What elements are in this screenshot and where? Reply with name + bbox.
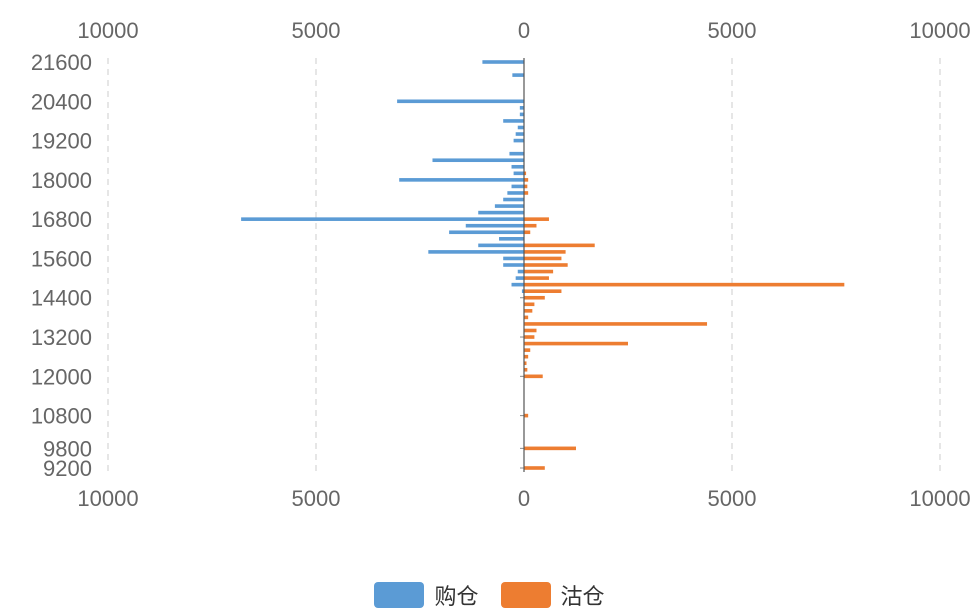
bars: [241, 60, 845, 470]
legend-swatch-sell: [500, 582, 551, 608]
bar-buy[interactable]: [519, 112, 524, 117]
x-tick-label-bottom: 10000: [77, 486, 138, 511]
x-tick-label-bottom: 5000: [708, 486, 757, 511]
x-tick-label-bottom: 10000: [909, 486, 970, 511]
y-tick-label: 20400: [31, 89, 92, 114]
x-tick-label-bottom: 5000: [292, 486, 341, 511]
bar-sell[interactable]: [524, 322, 708, 326]
bar-buy[interactable]: [399, 178, 524, 182]
bar-buy[interactable]: [515, 276, 524, 280]
legend-item-buy[interactable]: 购仓: [374, 579, 479, 611]
bar-sell[interactable]: [524, 250, 566, 254]
bar-buy[interactable]: [241, 217, 524, 221]
bar-sell[interactable]: [524, 335, 535, 339]
bar-buy[interactable]: [503, 263, 524, 267]
bar-buy[interactable]: [503, 119, 524, 123]
bar-chart: 10000 5000 0 5000 10000 10000 5000 0 5000 10000 …: [31, 18, 971, 511]
bar-buy[interactable]: [511, 164, 524, 169]
y-tick-label: 14400: [31, 286, 92, 311]
x-tick-label-top: 0: [518, 18, 530, 43]
bar-sell[interactable]: [524, 191, 529, 195]
bar-buy[interactable]: [513, 138, 524, 143]
bar-buy[interactable]: [513, 171, 524, 176]
bar-sell[interactable]: [524, 367, 528, 372]
bar-sell[interactable]: [524, 256, 562, 261]
legend-label-sell: 沽仓: [560, 585, 605, 610]
bar-sell[interactable]: [524, 328, 537, 333]
bar-sell[interactable]: [524, 282, 845, 287]
bar-buy[interactable]: [519, 106, 524, 110]
bar-buy[interactable]: [503, 197, 524, 202]
y-tick-label: 9200: [43, 456, 92, 481]
x-tick-label-top: 10000: [77, 18, 138, 43]
y-tick-label: 15600: [31, 246, 92, 271]
x-tick-label-top: 10000: [909, 18, 970, 43]
bar-sell[interactable]: [524, 341, 628, 346]
bar-sell[interactable]: [524, 374, 543, 379]
bar-sell[interactable]: [524, 315, 529, 320]
bar-sell[interactable]: [524, 289, 562, 293]
bar-buy[interactable]: [517, 125, 524, 130]
bar-buy[interactable]: [397, 99, 524, 104]
bar-sell[interactable]: [524, 446, 576, 451]
bar-sell[interactable]: [524, 276, 549, 280]
bar-sell[interactable]: [524, 354, 529, 359]
bar-sell[interactable]: [524, 263, 568, 267]
bar-sell[interactable]: [524, 223, 537, 228]
bottom-x-axis: 10000 5000 0 5000 10000: [77, 486, 970, 511]
bar-sell[interactable]: [524, 243, 595, 248]
bar-sell[interactable]: [524, 413, 529, 418]
bar-buy[interactable]: [509, 151, 524, 156]
y-tick-label: 16800: [31, 207, 92, 232]
bar-sell[interactable]: [524, 217, 549, 221]
bar-buy[interactable]: [478, 210, 524, 215]
bar-buy[interactable]: [428, 250, 524, 254]
bar-buy[interactable]: [507, 191, 524, 195]
y-tick-label: 9800: [43, 436, 92, 461]
grid-lines: [107, 58, 941, 472]
bar-buy[interactable]: [432, 158, 524, 163]
bar-sell[interactable]: [524, 361, 527, 366]
bar-buy[interactable]: [478, 243, 524, 248]
x-tick-label-bottom: 0: [518, 486, 530, 511]
y-axis: 21600 20400 19200 18000 16800 15600 14400 13200…: [31, 50, 524, 481]
top-x-axis: 10000 5000 0 5000 10000: [77, 18, 970, 43]
y-tick-label: 21600: [31, 50, 92, 75]
bar-buy[interactable]: [494, 204, 524, 208]
bar-buy[interactable]: [465, 223, 524, 228]
y-tick-label: 10800: [31, 404, 92, 429]
y-tick-label: 18000: [31, 168, 92, 193]
bar-buy[interactable]: [521, 289, 524, 293]
legend-item-sell[interactable]: 沽仓: [500, 579, 605, 611]
bar-buy[interactable]: [499, 237, 524, 241]
x-tick-label-top: 5000: [708, 18, 757, 43]
bar-sell[interactable]: [524, 295, 545, 300]
bar-sell[interactable]: [524, 348, 531, 352]
legend: 购仓 沽仓: [0, 580, 979, 610]
bar-buy[interactable]: [511, 184, 524, 189]
legend-label-buy: 购仓: [434, 585, 479, 610]
bar-buy[interactable]: [515, 132, 524, 136]
x-tick-label-top: 5000: [292, 18, 341, 43]
bar-buy[interactable]: [449, 230, 524, 235]
bar-sell[interactable]: [524, 178, 529, 182]
bar-sell[interactable]: [524, 302, 535, 307]
bar-sell[interactable]: [524, 230, 531, 235]
bar-sell[interactable]: [524, 269, 554, 274]
bar-sell[interactable]: [524, 184, 528, 189]
bar-sell[interactable]: [524, 466, 545, 470]
bar-buy[interactable]: [503, 256, 524, 261]
y-tick-label: 19200: [31, 129, 92, 154]
bar-buy[interactable]: [512, 73, 524, 77]
bar-buy[interactable]: [517, 269, 524, 274]
y-tick-label: 12000: [31, 364, 92, 389]
bar-sell[interactable]: [524, 171, 527, 176]
bar-buy[interactable]: [511, 282, 524, 287]
bar-sell[interactable]: [524, 309, 533, 313]
legend-swatch-buy: [374, 582, 425, 608]
y-tick-label: 13200: [31, 325, 92, 350]
bar-buy[interactable]: [482, 60, 524, 64]
